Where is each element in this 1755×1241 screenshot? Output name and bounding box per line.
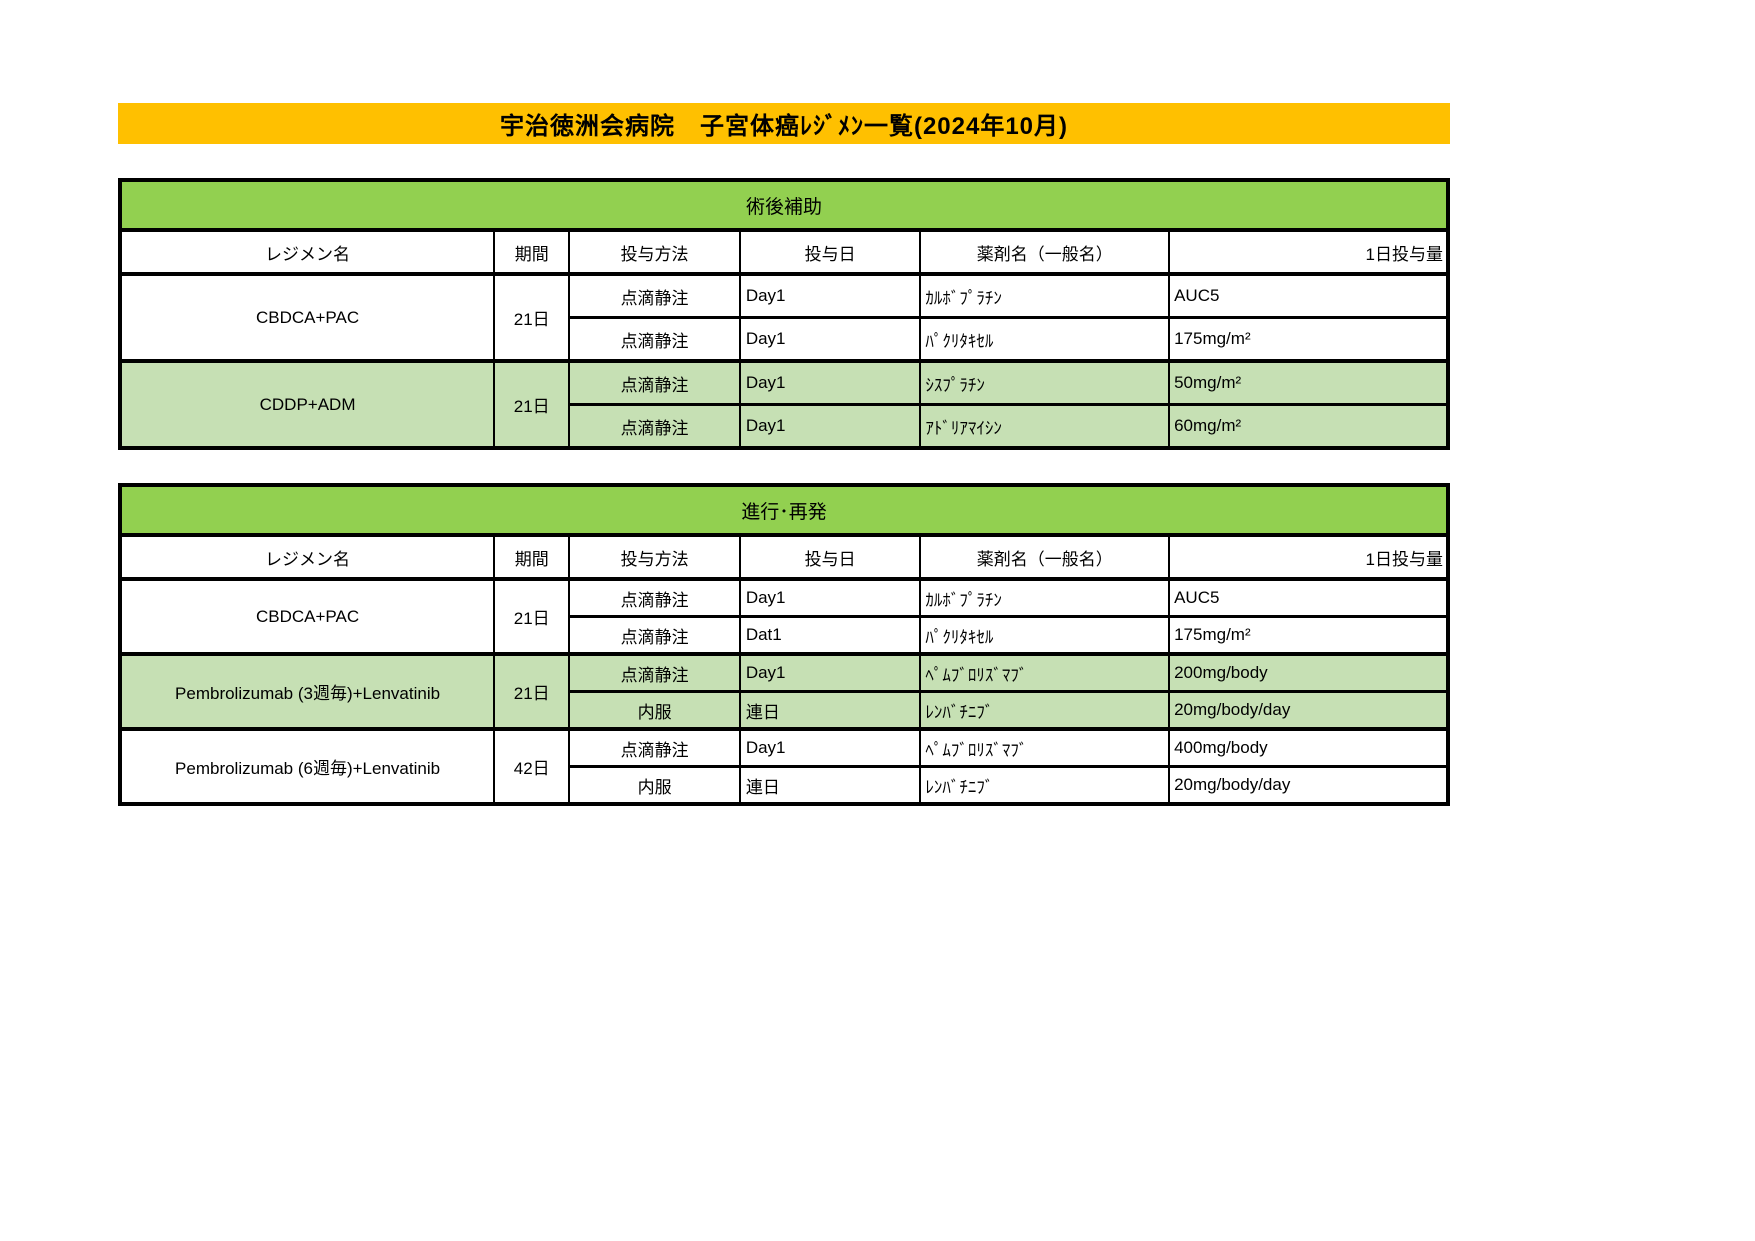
section-header-row: 術後補助 — [119, 178, 1449, 232]
regimen-table-advanced-recurrent: 進行･再発 レジメン名 期間 投与方法 投与日 薬剤名（一般名） 1日投与量 C… — [118, 483, 1450, 806]
method-cell: 点滴静注 — [568, 727, 741, 768]
day-cell: Day1 — [738, 727, 922, 768]
drug-name-cell: ﾍﾟﾑﾌﾞﾛﾘｽﾞﾏﾌﾞ — [919, 652, 1171, 693]
regimen-name-cell: CBDCA+PAC — [118, 272, 496, 363]
column-header-day: 投与日 — [738, 533, 922, 581]
regimen-name-cell: Pembrolizumab (6週毎)+Lenvatinib — [118, 727, 496, 806]
period-cell: 42日 — [493, 727, 571, 806]
dose-cell: 50mg/m² — [1168, 359, 1449, 406]
day-cell: Day1 — [738, 359, 922, 406]
drug-name-cell: ｶﾙﾎﾞﾌﾟﾗﾁﾝ — [919, 272, 1171, 319]
column-header-dose: 1日投与量 — [1168, 228, 1449, 276]
method-cell: 点滴静注 — [568, 652, 741, 693]
dose-cell: 20mg/body/day — [1168, 765, 1449, 806]
method-cell: 内服 — [568, 765, 741, 806]
method-cell: 点滴静注 — [568, 359, 741, 406]
period-cell: 21日 — [493, 577, 571, 656]
day-cell: Day1 — [738, 652, 922, 693]
method-cell: 点滴静注 — [568, 316, 741, 363]
period-cell: 21日 — [493, 359, 571, 450]
table-row: CBDCA+PAC 21日 点滴静注 Day1 ｶﾙﾎﾞﾌﾟﾗﾁﾝ AUC5 — [118, 577, 1449, 656]
dose-cell: 20mg/body/day — [1168, 690, 1449, 731]
dose-cell: 200mg/body — [1168, 652, 1449, 693]
column-header-period: 期間 — [493, 228, 571, 276]
drug-name-cell: ｶﾙﾎﾞﾌﾟﾗﾁﾝ — [919, 577, 1171, 618]
column-header-regimen: レジメン名 — [118, 533, 496, 581]
section-title: 術後補助 — [119, 178, 1449, 232]
day-cell: Day1 — [738, 272, 922, 319]
dose-cell: AUC5 — [1168, 272, 1449, 319]
table-row: 点滴静注 Day1 ﾊﾟｸﾘﾀｷｾﾙ 175mg/m² — [120, 316, 1449, 363]
column-header-method: 投与方法 — [568, 533, 741, 581]
table-row: CDDP+ADM 21日 点滴静注 Day1 ｼｽﾌﾟﾗﾁﾝ 50mg/m² — [118, 359, 1449, 450]
table-row: Pembrolizumab (3週毎)+Lenvatinib 21日 点滴静注 … — [118, 652, 1449, 731]
column-header-period: 期間 — [493, 533, 571, 581]
page-title: 宇治徳洲会病院 子宮体癌ﾚｼﾞﾒﾝ一覧(2024年10月) — [499, 113, 1069, 140]
method-cell: 点滴静注 — [568, 272, 741, 319]
table-row: 内服 連日 ﾚﾝﾊﾞﾁﾆﾌﾞ 20mg/body/day — [120, 765, 1449, 806]
regimen-name-cell: CBDCA+PAC — [118, 577, 496, 656]
regimen-name-cell: Pembrolizumab (3週毎)+Lenvatinib — [118, 652, 496, 731]
section-header-row: 進行･再発 — [119, 483, 1449, 537]
column-header-regimen: レジメン名 — [118, 228, 496, 276]
day-cell: 連日 — [738, 765, 922, 806]
table-row: Pembrolizumab (6週毎)+Lenvatinib 42日 点滴静注 … — [118, 727, 1449, 806]
method-cell: 点滴静注 — [568, 577, 741, 618]
day-cell: 連日 — [738, 690, 922, 731]
day-cell: Day1 — [738, 316, 922, 363]
drug-name-cell: ﾚﾝﾊﾞﾁﾆﾌﾞ — [919, 690, 1171, 731]
period-cell: 21日 — [493, 652, 571, 731]
column-header-drug: 薬剤名（一般名） — [919, 533, 1171, 581]
drug-name-cell: ﾍﾟﾑﾌﾞﾛﾘｽﾞﾏﾌﾞ — [919, 727, 1171, 768]
table-row: 点滴静注 Day1 ｱﾄﾞﾘｱﾏｲｼﾝ 60mg/m² — [120, 403, 1449, 450]
page-title-banner: 宇治徳洲会病院 子宮体癌ﾚｼﾞﾒﾝ一覧(2024年10月) — [118, 103, 1450, 144]
regimen-table-postoperative: 術後補助 レジメン名 期間 投与方法 投与日 薬剤名（一般名） 1日投与量 CB… — [118, 178, 1450, 450]
column-header-dose: 1日投与量 — [1168, 533, 1449, 581]
drug-name-cell: ｼｽﾌﾟﾗﾁﾝ — [919, 359, 1171, 406]
method-cell: 点滴静注 — [568, 615, 741, 656]
drug-name-cell: ﾊﾟｸﾘﾀｷｾﾙ — [919, 316, 1171, 363]
regimen-name-cell: CDDP+ADM — [118, 359, 496, 450]
dose-cell: 60mg/m² — [1168, 403, 1449, 450]
dose-cell: 175mg/m² — [1168, 615, 1449, 656]
table-row: 内服 連日 ﾚﾝﾊﾞﾁﾆﾌﾞ 20mg/body/day — [120, 690, 1449, 731]
dose-cell: AUC5 — [1168, 577, 1449, 618]
column-header-drug: 薬剤名（一般名） — [919, 228, 1171, 276]
column-header-row: レジメン名 期間 投与方法 投与日 薬剤名（一般名） 1日投与量 — [118, 228, 1449, 276]
period-cell: 21日 — [493, 272, 571, 363]
document-content: 宇治徳洲会病院 子宮体癌ﾚｼﾞﾒﾝ一覧(2024年10月) 術後補助 レジメン名… — [118, 103, 1450, 839]
method-cell: 内服 — [568, 690, 741, 731]
method-cell: 点滴静注 — [568, 403, 741, 450]
table-row: 点滴静注 Dat1 ﾊﾟｸﾘﾀｷｾﾙ 175mg/m² — [120, 615, 1449, 656]
section-title: 進行･再発 — [119, 483, 1449, 537]
day-cell: Day1 — [738, 403, 922, 450]
day-cell: Dat1 — [738, 615, 922, 656]
day-cell: Day1 — [738, 577, 922, 618]
table-row: CBDCA+PAC 21日 点滴静注 Day1 ｶﾙﾎﾞﾌﾟﾗﾁﾝ AUC5 — [118, 272, 1449, 363]
dose-cell: 400mg/body — [1168, 727, 1449, 768]
drug-name-cell: ﾊﾟｸﾘﾀｷｾﾙ — [919, 615, 1171, 656]
column-header-row: レジメン名 期間 投与方法 投与日 薬剤名（一般名） 1日投与量 — [118, 533, 1449, 581]
drug-name-cell: ｱﾄﾞﾘｱﾏｲｼﾝ — [919, 403, 1171, 450]
dose-cell: 175mg/m² — [1168, 316, 1449, 363]
column-header-day: 投与日 — [738, 228, 922, 276]
column-header-method: 投与方法 — [568, 228, 741, 276]
drug-name-cell: ﾚﾝﾊﾞﾁﾆﾌﾞ — [919, 765, 1171, 806]
